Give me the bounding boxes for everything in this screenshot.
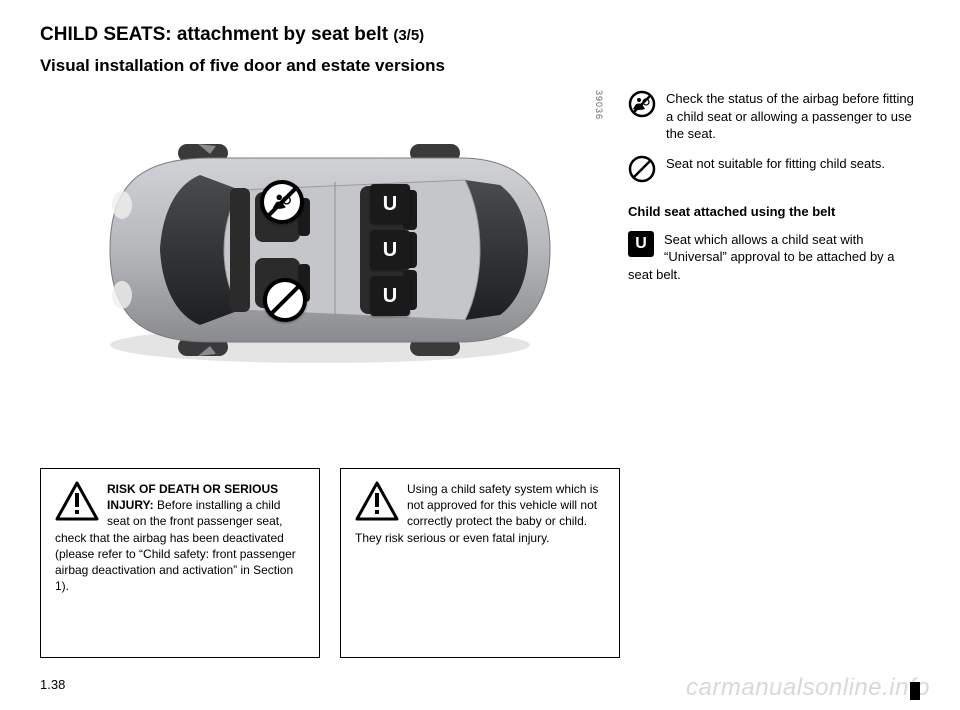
legend-airbag-check: Check the status of the airbag before fi… [628,90,920,143]
car-top-view [80,130,560,380]
legend-universal: U Seat which allows a child seat with “U… [628,231,920,284]
seat-u-rear-left: U [370,184,410,224]
diagram-image-id: 39036 [594,90,604,120]
corner-marker [910,682,920,700]
warning-box-approval: Using a child safety system which is not… [340,468,620,658]
title-main: CHILD SEATS: attachment by seat belt [40,24,388,45]
warning-triangle-icon [55,481,99,521]
car-diagram: 39036 [40,90,600,430]
title-suffix: (3/5) [393,27,424,44]
page-title: CHILD SEATS: attachment by seat belt (3/… [40,24,920,46]
seat-u-rear-right: U [370,276,410,316]
legend-not-suitable-text: Seat not suitable for fitting child seat… [666,156,885,171]
seat-u-rear-center: U [370,230,410,270]
warning-triangle-icon [355,481,399,521]
legend-not-suitable: Seat not suitable for fitting child seat… [628,155,920,192]
legend-airbag-text: Check the status of the airbag before fi… [666,91,914,141]
u-badge-icon: U [628,231,654,257]
prohibit-airbag-small-icon [628,90,656,123]
watermark: carmanualsonline.info [686,674,930,702]
page-number: 1.38 [40,677,65,692]
legend-universal-text: Seat which allows a child seat with “Uni… [628,232,895,282]
page-subtitle: Visual installation of five door and est… [40,56,920,76]
prohibit-airbag-icon [260,180,304,224]
prohibit-small-icon [628,155,656,188]
legend-belt-heading: Child seat attached using the belt [628,203,920,221]
prohibit-icon [263,278,307,322]
warning-box-airbag: RISK OF DEATH OR SERIOUS INJURY: Before … [40,468,320,658]
